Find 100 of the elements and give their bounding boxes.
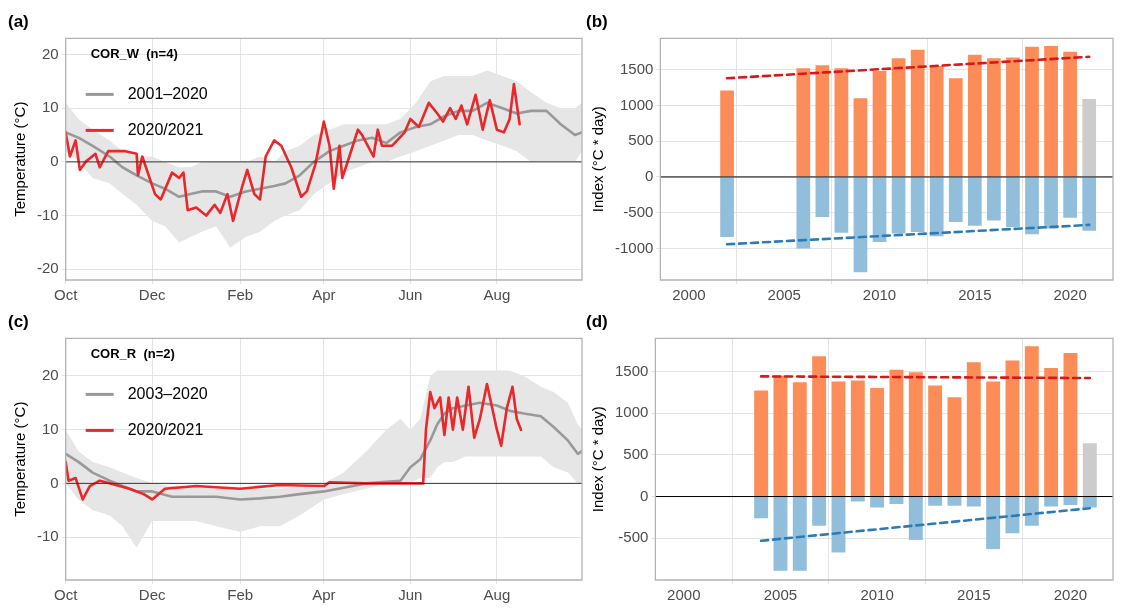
bar	[1044, 368, 1059, 497]
x-tick-label: 2020	[1053, 286, 1087, 304]
y-tick-label: 20	[41, 366, 59, 384]
chart-title: (c)	[8, 311, 29, 331]
x-tick-label: Feb	[227, 586, 254, 604]
bar	[754, 390, 769, 497]
y-tick-label: 500	[623, 444, 649, 462]
x-tick-label: 2015	[958, 286, 992, 304]
y-tick-label: 20	[41, 44, 59, 62]
bar	[815, 177, 830, 218]
y-tick-label: -10	[36, 205, 59, 223]
chart-title: (a)	[8, 11, 29, 31]
x-tick-label: Dec	[138, 586, 167, 604]
bar	[1044, 497, 1059, 507]
bar	[1082, 443, 1097, 497]
bar	[815, 65, 830, 177]
y-axis-title: Index (°C * day)	[589, 406, 607, 513]
y-tick-label: 1000	[614, 403, 649, 421]
bar	[967, 54, 982, 177]
x-tick-label: 2020	[1053, 586, 1088, 604]
x-tick-label: Jun	[398, 586, 423, 604]
y-tick-label: -500	[618, 528, 649, 546]
annotation: COR_W (n=4)	[90, 45, 178, 61]
x-tick-label: 2000	[667, 586, 701, 604]
bar	[796, 177, 811, 249]
bar	[948, 177, 963, 223]
y-tick-label: 10	[41, 98, 59, 116]
bar	[966, 362, 981, 497]
bar	[812, 356, 827, 497]
bar	[1082, 99, 1097, 177]
y-axis-title: Temperature (°C)	[11, 401, 29, 517]
bar	[891, 177, 906, 234]
x-tick-label: Aug	[483, 286, 511, 304]
bar	[870, 388, 885, 497]
bar	[910, 177, 925, 233]
bar	[910, 49, 925, 177]
bar	[1063, 497, 1078, 505]
bar	[1006, 57, 1020, 177]
bar	[796, 68, 811, 177]
y-tick-label: 10	[41, 419, 59, 437]
bar	[986, 497, 1001, 550]
bar	[850, 380, 865, 497]
y-tick-label: 500	[628, 131, 654, 149]
y-tick-label: 0	[50, 152, 59, 170]
legend-label: 2003–2020	[127, 384, 208, 402]
y-tick-label: -10	[36, 527, 59, 545]
x-tick-label: Feb	[227, 286, 254, 304]
chart-title: (d)	[586, 311, 608, 331]
bar	[1063, 353, 1078, 497]
y-axis-title: Temperature (°C)	[11, 101, 29, 217]
x-tick-label: Oct	[54, 586, 79, 604]
y-tick-label: 0	[50, 473, 59, 491]
bar	[891, 58, 906, 177]
bar	[853, 177, 868, 273]
bar	[1005, 360, 1020, 497]
bar	[870, 497, 885, 508]
bar	[928, 497, 943, 506]
bar	[1025, 177, 1039, 235]
bar	[872, 177, 887, 243]
chart-title: (b)	[586, 11, 608, 31]
bar	[872, 71, 887, 177]
y-axis-title: Index (°C * day)	[589, 106, 607, 213]
bar	[834, 177, 849, 233]
y-tick-label: -1000	[614, 238, 654, 256]
bar	[929, 66, 944, 177]
legend-label: 2020/2021	[127, 420, 204, 438]
bar	[1025, 46, 1039, 177]
legend-label: 2020/2021	[127, 120, 204, 138]
bar	[928, 385, 943, 497]
bar	[889, 497, 904, 505]
x-tick-label: Oct	[54, 286, 79, 304]
bar	[853, 98, 868, 177]
y-tick-label: 1000	[619, 95, 654, 113]
bar	[1063, 177, 1077, 218]
bar	[947, 497, 962, 506]
x-tick-label: Dec	[138, 286, 167, 304]
bar	[773, 375, 788, 497]
legend-label: 2001–2020	[127, 84, 208, 102]
x-tick-label: 2010	[860, 586, 894, 604]
bar	[773, 497, 788, 571]
bar	[1006, 177, 1020, 228]
y-tick-label: 0	[640, 486, 649, 504]
bar	[987, 58, 1001, 177]
bar	[831, 381, 846, 497]
bar	[720, 90, 734, 177]
bar	[792, 382, 807, 497]
x-tick-label: 2005	[763, 586, 798, 604]
y-tick-label: 1500	[619, 59, 654, 77]
bar	[929, 177, 944, 237]
x-tick-label: Aug	[483, 586, 511, 604]
bar	[1044, 46, 1058, 177]
bar	[908, 372, 923, 497]
bar	[1063, 51, 1077, 177]
bar	[834, 68, 849, 177]
bar	[967, 177, 982, 226]
y-tick-label: -20	[36, 259, 59, 277]
bar	[720, 177, 734, 238]
annotation: COR_R (n=2)	[90, 345, 175, 361]
bar	[1082, 497, 1097, 508]
bar	[1024, 346, 1039, 497]
